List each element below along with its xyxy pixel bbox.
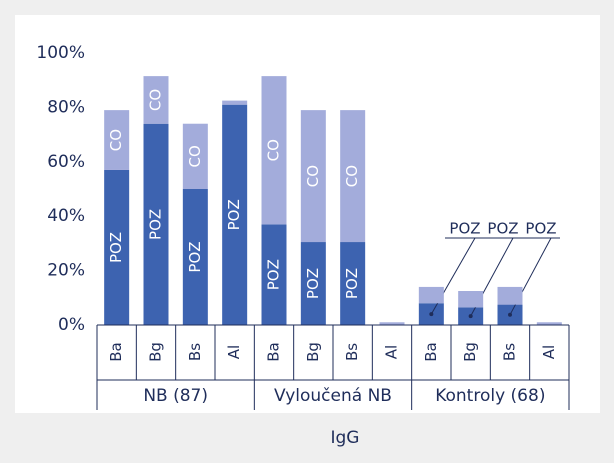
segment-label: POZ <box>186 241 204 272</box>
group-label: NB (87) <box>143 386 208 406</box>
leader-dot <box>429 312 434 317</box>
segment-label: CO <box>343 165 361 187</box>
x-tick-label: Al <box>540 345 558 359</box>
bar-segment <box>340 110 366 243</box>
x-tick-label: Al <box>383 345 401 359</box>
bar-segment <box>222 100 248 105</box>
y-tick-label: 40% <box>47 206 85 226</box>
x-tick-label: Ba <box>107 342 125 361</box>
segment-label: POZ <box>225 199 243 230</box>
segment-label: CO <box>304 165 322 187</box>
x-tick-label: Bs <box>186 343 204 361</box>
bar-segment <box>182 189 208 325</box>
bar-segment <box>261 76 287 225</box>
bar-segment <box>143 76 169 124</box>
bar-segment <box>261 224 287 325</box>
segment-label: POZ <box>147 209 165 240</box>
segment-label: POZ <box>304 268 322 299</box>
bar-segment <box>222 104 248 326</box>
bar-segment <box>379 322 405 325</box>
bar-segment <box>104 110 130 170</box>
segment-label: CO <box>107 129 125 151</box>
y-tick-label: 100% <box>36 43 85 63</box>
segment-label: CO <box>265 139 283 161</box>
leader-dot <box>508 312 512 317</box>
bar-segment <box>340 242 366 325</box>
y-tick-label: 20% <box>47 261 85 281</box>
bar-segment <box>182 123 208 189</box>
segment-label: POZ <box>265 259 283 290</box>
bar-segment <box>536 322 562 325</box>
x-tick-label: Al <box>225 345 243 359</box>
x-tick-label: Bs <box>501 343 519 361</box>
segment-label: POZ <box>107 232 125 263</box>
bar-segment <box>497 286 523 305</box>
leader-dot <box>468 314 473 319</box>
y-tick-label: 60% <box>47 152 85 172</box>
x-tick-label: Bg <box>304 342 322 362</box>
x-axis-label: IgG <box>331 428 360 448</box>
bar-segment <box>300 110 326 243</box>
segment-label: CO <box>186 145 204 167</box>
x-tick-label: Ba <box>265 342 283 361</box>
segment-label: POZ <box>343 268 361 299</box>
x-tick-label: Ba <box>422 342 440 361</box>
segment-label: POZ <box>449 220 480 238</box>
segment-label: POZ <box>525 220 556 238</box>
y-tick-label: 80% <box>47 97 85 117</box>
bar-segment <box>300 242 326 325</box>
group-label: Vyloučená NB <box>274 386 392 406</box>
segment-label: CO <box>147 89 165 111</box>
bar-segment <box>458 291 484 308</box>
bar-segment <box>104 169 130 325</box>
bar-segment <box>418 286 444 304</box>
y-tick-label: 0% <box>58 315 85 335</box>
x-tick-label: Bg <box>147 342 165 362</box>
x-tick-label: Bg <box>461 342 479 362</box>
segment-label: POZ <box>487 220 518 238</box>
bar-segment <box>143 123 169 325</box>
group-label: Kontroly (68) <box>435 386 545 406</box>
x-tick-label: Bs <box>343 343 361 361</box>
